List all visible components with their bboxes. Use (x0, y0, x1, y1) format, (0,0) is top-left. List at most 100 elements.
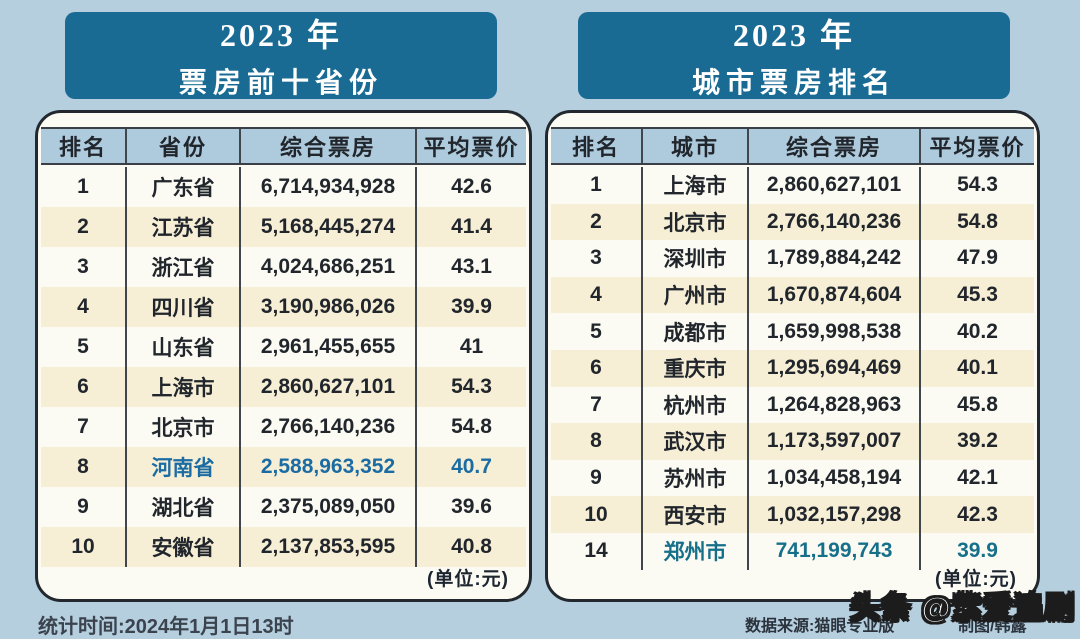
cell-avg: 39.9 (957, 539, 998, 563)
table-row: 7 杭州市 1,264,828,963 45.8 (551, 386, 1034, 424)
table-row: 1 上海市 2,860,627,101 54.3 (551, 167, 1034, 204)
cell-avg: 54.8 (451, 415, 492, 438)
cell-avg: 40.8 (451, 535, 492, 558)
province-col-header-gross: 综合票房 (241, 129, 417, 163)
table-row: 1 广东省 6,714,934,928 42.6 (41, 167, 526, 207)
cell-rank: 4 (551, 276, 643, 314)
cell-avg: 47.9 (957, 246, 998, 270)
cell-avg: 39.2 (957, 429, 998, 453)
cell-name: 山东省 (127, 327, 241, 367)
cell-name: 郑州市 (643, 532, 749, 570)
table-row: 8 河南省 2,588,963,352 40.7 (41, 447, 526, 487)
cell-gross: 2,961,455,655 (241, 327, 417, 367)
cell-rank: 6 (551, 349, 643, 387)
cell-rank: 8 (551, 423, 643, 460)
cell-rank: 5 (551, 313, 643, 350)
city-col-header-avg: 平均票价 (929, 135, 1026, 160)
cell-name: 苏州市 (643, 459, 749, 497)
table-row: 4 四川省 3,190,986,026 39.9 (41, 287, 526, 327)
city-table-header: 排名 城市 综合票房 平均票价 (551, 127, 1034, 165)
cell-rank: 3 (41, 247, 127, 287)
cell-name: 西安市 (643, 496, 749, 533)
cell-avg: 43.1 (451, 255, 492, 278)
province-col-header-rank: 排名 (41, 129, 127, 163)
cell-avg: 42.6 (451, 175, 492, 198)
city-table-body: 1 上海市 2,860,627,101 54.3 2 北京市 2,766,140,236 54… (551, 167, 1034, 570)
table-row: 9 湖北省 2,375,089,050 39.6 (41, 487, 526, 527)
city-unit-note: (单位:元) (935, 569, 1017, 590)
cell-gross: 1,034,458,194 (749, 459, 921, 497)
watermark: 头条 @紫爱追剧 (849, 591, 1076, 626)
province-table: 排名 省份 综合票房 平均票价 1 广东省 6,714,934,928 42.6 2 江苏… (35, 110, 532, 602)
table-row: 2 江苏省 5,168,445,274 41.4 (41, 207, 526, 247)
credit-note: 制图/韩露 (958, 618, 1027, 635)
cell-name: 广州市 (643, 276, 749, 314)
cell-avg: 41 (459, 335, 484, 358)
cell-gross: 2,137,853,595 (241, 527, 417, 567)
cell-gross: 1,032,157,298 (749, 496, 921, 533)
table-row: 6 上海市 2,860,627,101 54.3 (41, 367, 526, 407)
province-table-header: 排名 省份 综合票房 平均票价 (41, 127, 526, 165)
cell-avg: 54.3 (451, 375, 492, 398)
table-row: 6 重庆市 1,295,694,469 40.1 (551, 349, 1034, 387)
city-table: 排名 城市 综合票房 平均票价 1 上海市 2,860,627,101 54.3 2 北京… (545, 110, 1040, 602)
table-row: 14 郑州市 741,199,743 39.9 (551, 532, 1034, 570)
cell-rank: 9 (551, 459, 643, 497)
cell-name: 重庆市 (643, 349, 749, 387)
table-row: 3 浙江省 4,024,686,251 43.1 (41, 247, 526, 287)
cell-gross: 1,659,998,538 (749, 313, 921, 350)
province-table-body: 1 广东省 6,714,934,928 42.6 2 江苏省 5,168,445,274 41… (41, 167, 526, 567)
table-row: 2 北京市 2,766,140,236 54.8 (551, 203, 1034, 241)
cell-rank: 9 (41, 487, 127, 527)
cell-avg: 45.8 (957, 392, 998, 416)
cell-name: 北京市 (643, 203, 749, 241)
cell-rank: 4 (41, 287, 127, 327)
cell-name: 上海市 (643, 167, 749, 204)
cell-name: 安徽省 (127, 527, 241, 567)
cell-gross: 1,173,597,007 (749, 423, 921, 460)
table-row: 10 西安市 1,032,157,298 42.3 (551, 496, 1034, 533)
table-row: 8 武汉市 1,173,597,007 39.2 (551, 423, 1034, 460)
cell-rank: 1 (41, 167, 127, 207)
cell-avg: 42.1 (957, 466, 998, 490)
cell-name: 湖北省 (127, 487, 241, 527)
table-row: 5 成都市 1,659,998,538 40.2 (551, 313, 1034, 350)
table-row: 10 安徽省 2,137,853,595 40.8 (41, 527, 526, 567)
cell-avg: 54.8 (957, 209, 998, 233)
data-source-note: 数据来源:猫眼专业版 (745, 618, 895, 635)
province-title-text: 票房前十省份 (178, 68, 383, 99)
cell-name: 河南省 (127, 447, 241, 487)
table-row: 4 广州市 1,670,874,604 45.3 (551, 276, 1034, 314)
table-row: 5 山东省 2,961,455,655 41 (41, 327, 526, 367)
cell-avg: 40.1 (957, 356, 998, 380)
cell-name: 上海市 (127, 367, 241, 407)
cell-avg: 40.7 (451, 455, 492, 478)
cell-avg: 54.3 (957, 173, 998, 197)
province-unit-note: (单位:元) (427, 569, 509, 590)
province-col-header-name: 省份 (127, 129, 241, 163)
cell-rank: 3 (551, 240, 643, 277)
cell-rank: 7 (41, 407, 127, 447)
city-title-year: 2023 年 (732, 17, 855, 53)
cell-name: 深圳市 (643, 240, 749, 277)
table-row: 7 北京市 2,766,140,236 54.8 (41, 407, 526, 447)
cell-rank: 10 (41, 527, 127, 567)
cell-gross: 1,670,874,604 (749, 276, 921, 314)
city-col-header-gross: 综合票房 (749, 129, 921, 163)
cell-gross: 2,860,627,101 (749, 167, 921, 204)
cell-name: 四川省 (127, 287, 241, 327)
cell-rank: 2 (41, 207, 127, 247)
cell-gross: 1,295,694,469 (749, 349, 921, 387)
cell-avg: 39.9 (451, 295, 492, 318)
cell-name: 广东省 (127, 167, 241, 207)
cell-gross: 3,190,986,026 (241, 287, 417, 327)
cell-rank: 7 (551, 386, 643, 424)
city-title-banner: 2023 年 城市票房排名 (578, 12, 1010, 99)
cell-avg: 42.3 (957, 502, 998, 526)
city-col-header-rank: 排名 (551, 129, 643, 163)
cell-avg: 39.6 (451, 495, 492, 518)
cell-avg: 40.2 (957, 319, 998, 343)
cell-rank: 8 (41, 447, 127, 487)
cell-name: 杭州市 (643, 386, 749, 424)
cell-rank: 6 (41, 367, 127, 407)
